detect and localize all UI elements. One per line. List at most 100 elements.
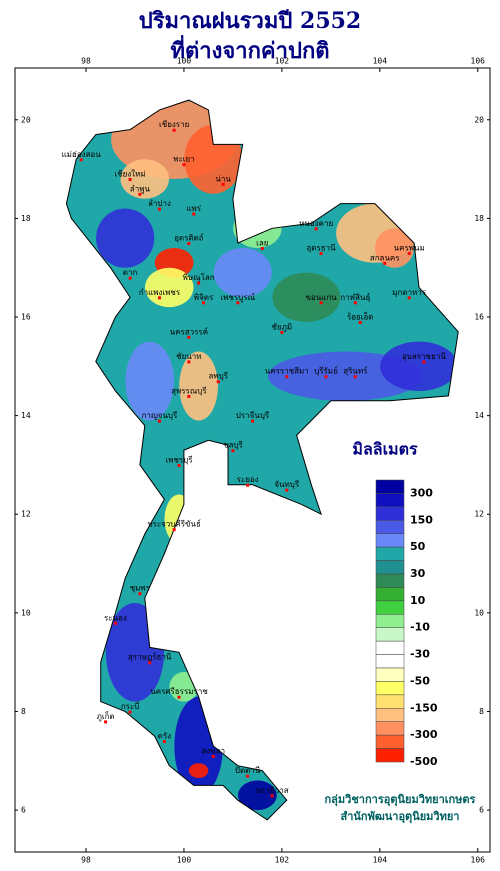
place-marker — [353, 375, 357, 379]
place-marker — [172, 128, 176, 132]
rain-area — [375, 228, 414, 268]
y-tick-label: 6 — [21, 806, 26, 815]
rain-area — [120, 159, 170, 199]
place-label: หนองคาย — [299, 219, 333, 228]
legend-label: -300 — [410, 728, 438, 741]
y-tick-label: 8 — [479, 707, 484, 716]
legend-label: 300 — [410, 486, 433, 499]
legend-label: 50 — [410, 540, 426, 553]
place-label: สุพรรณบุรี — [171, 386, 207, 395]
place-marker — [157, 207, 161, 211]
rain-area — [237, 780, 277, 811]
x-tick-label: 102 — [275, 57, 290, 66]
place-label: ตรัง — [158, 732, 171, 741]
y-tick-label: 10 — [21, 608, 31, 617]
legend-swatch — [375, 734, 405, 749]
x-tick-label: 106 — [471, 856, 486, 865]
legend-swatch — [375, 627, 405, 642]
place-label: แม่ฮ่องสอน — [62, 150, 102, 159]
rain-area — [213, 247, 272, 298]
place-marker — [358, 321, 362, 325]
place-marker — [260, 247, 264, 251]
place-label: จันทบุรี — [274, 480, 300, 489]
place-marker — [216, 380, 220, 384]
place-marker — [113, 621, 117, 625]
place-marker — [187, 242, 191, 246]
place-marker — [187, 360, 191, 364]
legend-swatch — [375, 479, 405, 494]
y-tick-label: 6 — [479, 806, 484, 815]
place-label: บุรีรัมย์ — [314, 366, 338, 376]
place-label: นราธิวาส — [256, 786, 289, 795]
place-label: สุราษฎร์ธานี — [128, 652, 172, 662]
legend-swatch — [375, 667, 405, 682]
place-marker — [285, 488, 289, 492]
place-label: ขอนแก่น — [305, 293, 337, 302]
place-label: ตาก — [123, 268, 138, 277]
place-marker — [157, 419, 161, 423]
rain-area — [272, 272, 341, 322]
credit: กลุ่มวิชาการอุตุนิยมวิทยาเกษตร — [325, 793, 476, 807]
place-marker — [314, 227, 318, 231]
place-marker — [319, 251, 323, 255]
y-tick-label: 14 — [474, 411, 484, 420]
place-label: นครราชสีมา — [265, 367, 309, 376]
title-line: ที่ต่างจากค่าปกติ — [170, 34, 329, 64]
legend-swatch — [375, 560, 405, 575]
place-label: น่าน — [215, 174, 231, 183]
legend-label: 10 — [410, 594, 426, 607]
title-line: ปริมาณฝนรวมปี 2552 — [139, 8, 362, 34]
rain-area — [125, 341, 174, 421]
place-label: พิษณุโลก — [183, 272, 215, 282]
place-label: สงขลา — [201, 746, 225, 755]
y-tick-label: 20 — [21, 115, 31, 124]
y-tick-label: 14 — [21, 411, 31, 420]
place-marker — [202, 301, 206, 305]
place-label: นครพนม — [394, 243, 425, 252]
rain-area — [96, 208, 155, 268]
place-marker — [79, 158, 83, 162]
place-marker — [246, 774, 250, 778]
y-tick-label: 10 — [474, 608, 484, 617]
place-marker — [236, 301, 240, 305]
place-marker — [251, 419, 254, 423]
place-label: กำแพงเพชร — [139, 288, 181, 297]
place-marker — [285, 375, 289, 379]
place-label: มุกดาหาร — [392, 288, 427, 297]
y-tick-label: 16 — [21, 313, 31, 322]
legend-label: -10 — [410, 621, 430, 634]
legend-swatch — [375, 681, 405, 696]
x-tick-label: 106 — [471, 57, 486, 66]
rain-area — [380, 341, 458, 391]
x-tick-label: 102 — [275, 856, 290, 865]
place-label: เพชรบูรณ์ — [221, 292, 256, 303]
y-tick-label: 12 — [21, 510, 31, 519]
place-marker — [157, 296, 161, 300]
legend-title: มิลลิเมตร — [352, 440, 418, 459]
place-marker — [383, 261, 387, 265]
x-tick-label: 104 — [373, 856, 388, 865]
place-label: ระนอง — [104, 613, 127, 622]
place-marker — [187, 394, 191, 398]
place-label: สกลนคร — [370, 253, 400, 262]
place-marker — [138, 592, 142, 596]
place-label: ปัตตานี — [235, 766, 261, 775]
y-tick-label: 20 — [474, 115, 484, 124]
place-label: ประจวบคีรีขันธ์ — [147, 519, 201, 529]
place-label: อุบลราชธานี — [402, 352, 446, 361]
place-label: แพร่ — [186, 204, 201, 213]
y-tick-label: 16 — [474, 313, 484, 322]
place-marker — [246, 483, 250, 487]
place-label: ระยอง — [237, 475, 259, 484]
place-label: กระบี่ — [121, 700, 140, 711]
legend-swatch — [375, 533, 405, 548]
place-marker — [148, 661, 152, 665]
place-label: ปราจีนบุรี — [236, 411, 270, 420]
place-marker — [280, 330, 284, 334]
place-label: เชียงราย — [159, 120, 189, 129]
legend-label: 30 — [410, 567, 426, 580]
legend-swatch — [375, 654, 405, 669]
place-label: อุตรดิตถ์ — [174, 233, 204, 243]
place-marker — [324, 375, 328, 379]
legend-swatch — [375, 506, 405, 521]
